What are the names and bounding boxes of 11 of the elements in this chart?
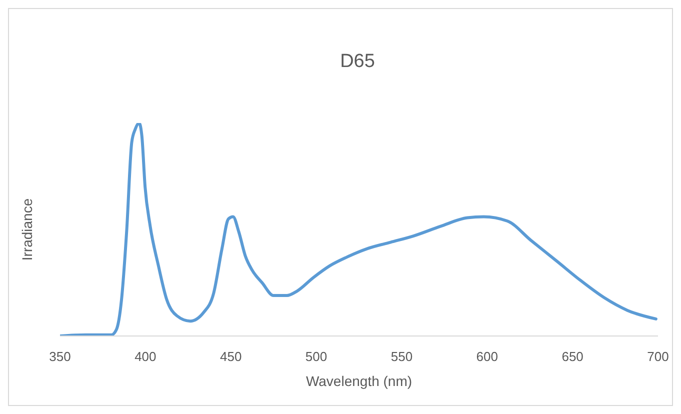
x-tick-label: 600 (476, 349, 498, 364)
x-tick-label: 400 (134, 349, 156, 364)
chart-title: D65 (340, 51, 375, 72)
x-tick-label: 500 (305, 349, 328, 364)
y-axis-title: Irradiance (18, 198, 35, 261)
x-tick-label: 350 (49, 349, 71, 364)
x-tick-label: 650 (562, 349, 584, 364)
x-axis-title: Wavelength (nm) (306, 373, 412, 389)
x-tick-label: 550 (390, 349, 413, 364)
x-tick-label: 700 (647, 349, 669, 364)
x-tick-label: 450 (220, 349, 242, 364)
